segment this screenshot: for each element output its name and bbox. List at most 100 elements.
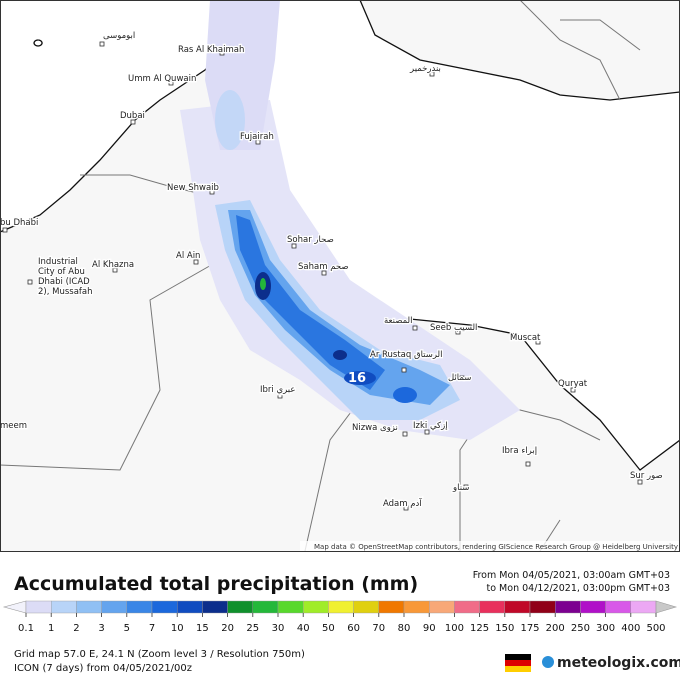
place-label: Seeb السيب — [430, 323, 477, 333]
place-marker — [570, 387, 576, 393]
place-label: سناو — [452, 483, 469, 493]
place-label: Izki إزكي — [413, 421, 448, 431]
scale-tick-label: 40 — [297, 623, 310, 634]
scale-tick-label: 50 — [322, 623, 335, 634]
place-label: Fujairah — [240, 132, 274, 142]
place-marker — [168, 80, 174, 86]
place-marker — [321, 270, 327, 276]
precip-core — [333, 350, 347, 360]
peak-label: 16 — [348, 371, 366, 386]
scale-tick-label: 250 — [571, 623, 590, 634]
scale-box — [126, 600, 153, 614]
attribution-bg — [300, 541, 680, 551]
scale-tick-label: 30 — [272, 623, 285, 634]
scale-tick-label: 25 — [246, 623, 259, 634]
scale-box — [25, 600, 52, 614]
scale-box — [51, 600, 77, 614]
place-label: Industrial — [38, 257, 78, 267]
precip-core — [260, 278, 266, 290]
coastline — [359, 0, 680, 101]
scale-box — [580, 600, 606, 614]
place-marker — [112, 267, 118, 273]
scale-tick-label: 80 — [398, 623, 411, 634]
place-label: Sohar صحار — [287, 235, 334, 245]
precip-area — [236, 215, 385, 390]
scale-tick-label: 100 — [445, 623, 464, 634]
place-marker — [403, 505, 409, 511]
place-marker — [401, 367, 407, 373]
scale-box — [353, 600, 380, 614]
scale-box — [605, 600, 631, 614]
place-marker — [525, 461, 531, 467]
place-marker — [535, 339, 541, 345]
germany-flag — [505, 654, 531, 672]
scale-tick-label: 5 — [124, 623, 130, 634]
place-label: 2), Mussafah — [38, 287, 93, 297]
legend-title: Accumulated total precipitation (mm) — [14, 573, 418, 595]
place-label: Adam آدم — [383, 497, 422, 509]
brand[interactable]: meteologix.com — [557, 655, 680, 671]
place-marker — [277, 393, 283, 399]
scale-tick-label: 3 — [98, 623, 104, 634]
scale-box — [403, 600, 430, 614]
map: 16 ابوموسى Ras Al Khaimah Umm Al Quwain Dub… — [0, 0, 680, 552]
place-labels: ابوموسى Ras Al Khaimah Umm Al Quwain Dubai F… — [0, 30, 664, 511]
scale-tick-label: 20 — [221, 623, 234, 634]
scale-tick-label: 500 — [646, 623, 665, 634]
scale-tick-label: 10 — [171, 623, 184, 634]
sea-gulf — [0, 0, 245, 232]
place-marker — [2, 227, 8, 233]
scale-box — [202, 600, 228, 614]
place-label: Al Khazna — [92, 260, 134, 270]
scale-tick-label: 2 — [73, 623, 79, 634]
place-label: Al Ain — [176, 251, 200, 261]
period-from: From Mon 04/05/2021, 03:00am GMT+03 — [473, 570, 670, 581]
place-label: Ar Rustaq الرستاق — [370, 350, 443, 360]
precip-area — [215, 90, 245, 150]
scale-box — [176, 600, 203, 614]
scale-box — [151, 600, 178, 614]
scale-box — [378, 600, 405, 614]
scale-tick-label: 1 — [48, 623, 54, 634]
place-label: Sur صور — [630, 471, 663, 481]
island — [33, 39, 43, 47]
place-label: بندرخمير — [409, 64, 441, 74]
place-label: Saham صحم — [298, 262, 349, 272]
place-label: Ras Al Khaimah — [178, 45, 244, 55]
scale-box — [76, 600, 102, 614]
place-label: Ibri عبري — [260, 385, 295, 395]
scale-tick-label: 90 — [423, 623, 436, 634]
place-label: meem — [0, 421, 27, 431]
place-marker — [459, 375, 465, 381]
scale-over-arrow — [655, 600, 678, 614]
scale-box — [479, 600, 506, 614]
border — [80, 174, 206, 196]
scale-tick-label: 7 — [149, 623, 155, 634]
place-marker — [412, 325, 418, 331]
period-to: to Mon 04/12/2021, 03:00pm GMT+03 — [487, 583, 671, 594]
place-marker — [209, 189, 215, 195]
scale-box — [101, 600, 127, 614]
place-label: Muscat — [510, 333, 541, 343]
scale-box — [630, 600, 657, 614]
scale-box — [328, 600, 354, 614]
scale-box — [454, 600, 480, 614]
place-label: Nizwa نزوى — [352, 423, 398, 433]
scale-tick-label: 400 — [621, 623, 640, 634]
place-label: Ibra إبراء — [502, 446, 537, 456]
scale-tick-label: 60 — [347, 623, 360, 634]
place-marker — [455, 329, 461, 335]
place-marker — [637, 479, 643, 485]
place-marker — [219, 50, 225, 56]
place-marker — [193, 259, 199, 265]
scale-under-arrow — [2, 600, 27, 614]
place-label: المصنعة — [384, 316, 412, 326]
scale-box — [252, 600, 279, 614]
scale-box — [555, 600, 581, 614]
place-marker — [255, 139, 261, 145]
scale-tick-label: 15 — [196, 623, 209, 634]
place-label: City of Abu — [38, 267, 85, 277]
place-label: Dhabi (ICAD — [38, 277, 90, 287]
scale-box — [227, 600, 254, 614]
